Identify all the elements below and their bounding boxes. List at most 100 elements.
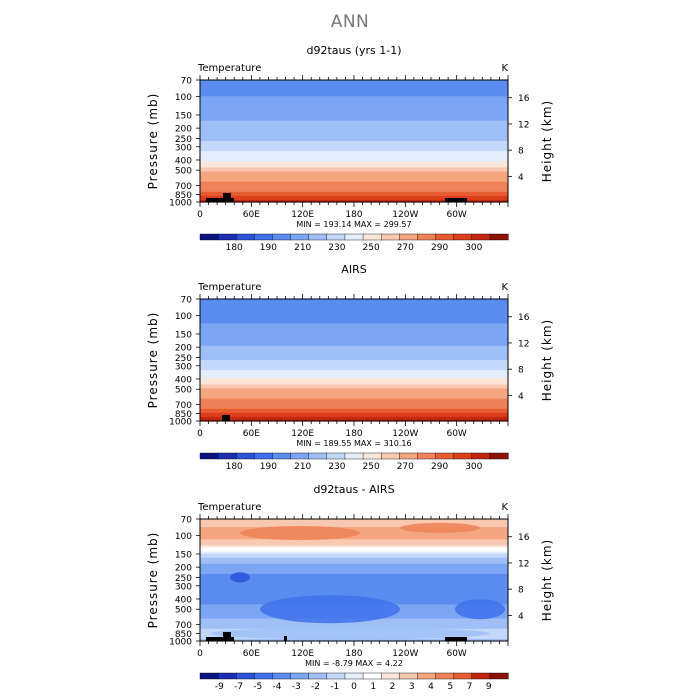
colorbar-swatch — [272, 233, 292, 241]
colorbar-label: 190 — [260, 462, 277, 472]
x-tick-label: 120E — [291, 210, 314, 220]
colorbar-label: 290 — [431, 243, 448, 253]
colorbar-swatch — [326, 233, 346, 241]
colorbar-swatch — [236, 233, 255, 241]
colorbar-swatch — [308, 452, 328, 460]
colorbar-swatch — [489, 672, 509, 680]
pressure-tick-label: 850 — [175, 630, 192, 640]
contour-band — [200, 169, 508, 173]
contour-band — [200, 569, 508, 573]
pressure-tick-label: 400 — [175, 595, 192, 605]
contour-band — [200, 114, 508, 118]
x-tick-label: 60E — [243, 210, 260, 220]
pressure-tick-label: 100 — [175, 532, 192, 542]
contour-band — [200, 124, 508, 128]
contour-band — [200, 313, 508, 316]
contour-band — [200, 551, 508, 555]
topography-mark — [458, 637, 466, 641]
contour-band — [200, 561, 508, 565]
y-axis-title: Pressure (mb) — [146, 312, 160, 409]
contour-band — [200, 171, 508, 175]
colorbar-swatch — [417, 452, 437, 460]
contour-band — [200, 592, 508, 595]
contour-band — [200, 138, 508, 142]
colorbar-swatch — [217, 672, 237, 680]
colorbar-label: -5 — [253, 682, 262, 692]
pressure-tick-label: 70 — [181, 516, 193, 526]
contour-band — [200, 351, 508, 355]
pressure-tick-label: 300 — [175, 143, 192, 153]
contour-band — [200, 335, 508, 339]
contour-band — [200, 86, 508, 89]
colorbar-swatch — [254, 233, 274, 241]
contour-band — [200, 163, 508, 166]
contour-band — [200, 197, 508, 201]
colorbar-swatch — [272, 672, 292, 680]
colorbar-swatch — [308, 233, 328, 241]
contour-band — [200, 323, 508, 327]
colorbar-swatch — [290, 672, 310, 680]
pressure-tick-label: 850 — [175, 410, 192, 420]
colorbar-swatch — [399, 452, 419, 460]
contour-band — [200, 141, 508, 144]
contour-band — [200, 305, 508, 308]
contour-band — [200, 394, 508, 398]
contour-band — [200, 390, 508, 394]
contour-band — [200, 525, 508, 528]
topography-mark — [445, 637, 467, 641]
height-tick-label: 4 — [518, 173, 524, 183]
contour-band — [200, 386, 508, 390]
contour-band — [200, 132, 508, 136]
contour-band — [200, 414, 508, 418]
colorbar-swatch — [326, 452, 346, 460]
colorbar-swatch — [362, 452, 382, 460]
colorbar-swatch — [453, 233, 473, 241]
contour-band — [200, 299, 508, 302]
topography-mark — [284, 636, 287, 641]
colorbar-swatch — [217, 233, 237, 241]
contour-band — [200, 151, 508, 154]
colorbar-label: 250 — [363, 462, 380, 472]
height-tick-label: 8 — [518, 366, 524, 376]
contour-band — [200, 327, 508, 331]
pressure-tick-label: 70 — [181, 296, 193, 306]
colorbar: 180 190 210 230 250 270 290 300 — [199, 452, 509, 472]
contour-band — [200, 360, 508, 363]
contour-band — [200, 364, 508, 367]
contour-band — [200, 622, 508, 626]
contour-band — [200, 199, 508, 203]
height-tick-label: 4 — [518, 612, 524, 622]
colorbar-label: 4 — [428, 682, 434, 692]
contour-band — [200, 398, 508, 402]
contour-band — [200, 557, 508, 561]
contour-band — [200, 586, 508, 589]
contour-band — [200, 153, 508, 156]
colorbar-swatch — [272, 452, 292, 460]
contour-band — [200, 353, 508, 357]
pressure-tick-label: 1000 — [169, 418, 192, 428]
colorbar-swatch — [471, 452, 491, 460]
contour-band — [200, 143, 508, 146]
contour-band — [200, 577, 508, 581]
colorbar-swatch — [380, 452, 400, 460]
pressure-tick-label: 300 — [175, 362, 192, 372]
colorbar-label: 9 — [486, 682, 492, 692]
x-tick-label: 120E — [291, 429, 314, 439]
contour-feature — [260, 595, 400, 624]
colorbar-swatch — [453, 452, 473, 460]
contour-band — [200, 527, 508, 530]
contour-band — [200, 408, 508, 412]
contour-band — [200, 406, 508, 410]
contour-band — [200, 384, 508, 388]
topography-mark — [206, 637, 234, 641]
contour-band — [200, 366, 508, 369]
contour-band — [200, 134, 508, 138]
colorbar-swatch — [236, 672, 255, 680]
contour-band — [200, 157, 508, 160]
contour-feature — [240, 526, 360, 540]
contour-band — [200, 582, 508, 585]
pressure-tick-label: 150 — [175, 111, 192, 121]
pressure-tick-label: 850 — [175, 191, 192, 201]
x-tick-label: 120E — [291, 649, 314, 659]
pressure-tick-label: 700 — [175, 621, 192, 631]
